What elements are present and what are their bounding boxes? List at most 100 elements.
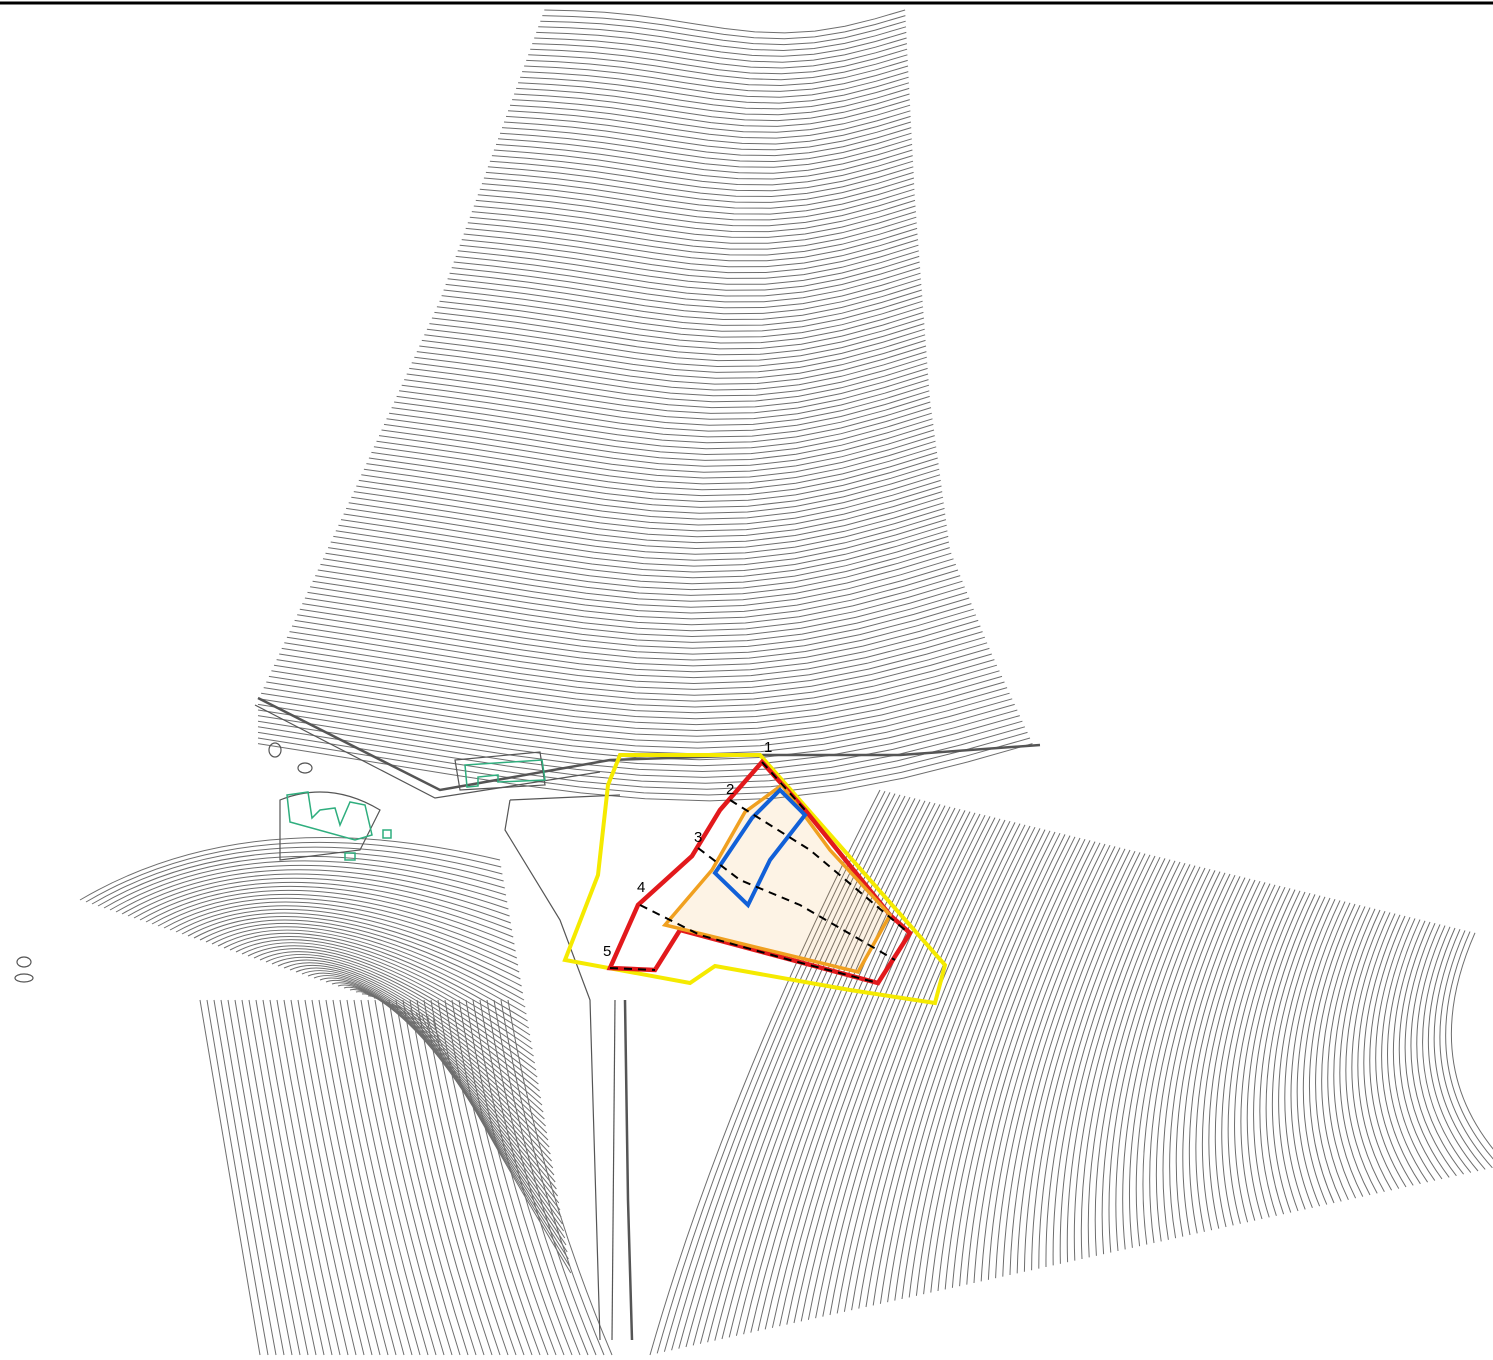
buildings [286, 759, 546, 861]
contour-line [447, 278, 922, 315]
contour-line [257, 715, 1020, 773]
contour-line [429, 323, 925, 362]
contour-line [271, 670, 1000, 726]
contour-line [223, 932, 530, 1029]
contour-line [284, 642, 988, 696]
contour-line [1333, 908, 1376, 1197]
contour-line [534, 37, 907, 63]
contour-line [277, 959, 540, 1092]
contour-line [386, 418, 933, 461]
contour-line [381, 429, 935, 473]
contour-line [1059, 858, 1166, 1264]
contour-line [451, 999, 549, 1356]
contour-line [1023, 852, 1141, 1272]
contour-line [843, 822, 1016, 1312]
contour-line [304, 999, 381, 1356]
contour-line [1195, 882, 1266, 1232]
contour-line [1031, 853, 1146, 1271]
contour-line [1357, 913, 1396, 1191]
contour-line [1309, 903, 1356, 1204]
contour-line [1327, 907, 1371, 1199]
contour-line [383, 423, 934, 467]
contour-line [1101, 865, 1196, 1255]
contour-line [524, 65, 909, 92]
contour-line [1450, 932, 1493, 1150]
contour-line [1155, 874, 1236, 1242]
contour-line [396, 395, 930, 438]
contour-line [505, 115, 911, 145]
contour-line [1265, 895, 1321, 1215]
contour-line [346, 999, 429, 1356]
contour-line [786, 812, 976, 1325]
contour-line [1410, 924, 1457, 1177]
contour-line [836, 820, 1011, 1314]
contour-line [423, 999, 517, 1356]
contour-line [121, 869, 509, 915]
contour-line [151, 889, 515, 945]
contour-line [829, 819, 1006, 1316]
contour-line [443, 289, 922, 326]
contour-line [518, 82, 910, 110]
contour-line [757, 807, 956, 1332]
contour-line [241, 999, 309, 1356]
contour-line [431, 317, 925, 356]
contour-line [865, 825, 1031, 1308]
contour-line [271, 956, 539, 1085]
contour-line [409, 999, 501, 1356]
contour-line [217, 929, 528, 1022]
contour-line [416, 999, 509, 1356]
contour-line [1433, 928, 1486, 1170]
contour-line [1128, 870, 1216, 1248]
contour-line [374, 999, 461, 1356]
contour-line [815, 817, 996, 1319]
contour-line [522, 71, 909, 98]
contour-line [424, 334, 926, 373]
contour-line [479, 999, 581, 1356]
contour-line [421, 339, 926, 379]
contour-line [415, 1011, 568, 1253]
contour-line [133, 877, 511, 924]
contour-line [175, 905, 520, 973]
contour-line [1038, 854, 1151, 1269]
contour-line [213, 999, 277, 1356]
contour-line [265, 954, 538, 1078]
contour-line [234, 999, 301, 1356]
contour-line [951, 840, 1091, 1288]
contour-line [1201, 883, 1271, 1231]
contour-line [538, 26, 907, 52]
contour-line [1227, 888, 1291, 1224]
contour-line [475, 199, 916, 233]
contour-line [520, 76, 909, 104]
contour-line [367, 999, 453, 1356]
contour-line [489, 160, 914, 192]
contour-line [1427, 927, 1479, 1172]
contour-line [115, 864, 508, 913]
contour-line [307, 972, 546, 1127]
contour-line [330, 541, 950, 591]
contour-line [493, 149, 913, 180]
contour-line [1045, 855, 1156, 1268]
contour-line [351, 496, 944, 544]
contour-line [346, 507, 945, 555]
contour-line [459, 244, 919, 279]
contour-line [750, 806, 951, 1333]
contour-line [1188, 880, 1261, 1234]
contour-line [1094, 864, 1191, 1256]
contour-line [401, 384, 930, 426]
contour-line [735, 804, 941, 1336]
contour-line [973, 843, 1106, 1284]
contour-line [473, 205, 916, 238]
contour-line [536, 31, 907, 57]
contour-line [332, 999, 413, 1356]
contour-line [348, 502, 944, 550]
contour-line [220, 999, 285, 1356]
contour-line [358, 479, 941, 526]
contour-line [360, 999, 445, 1356]
contour-line [317, 569, 959, 620]
contour-line [311, 999, 389, 1356]
contour-line [528, 54, 908, 81]
contour-line [901, 831, 1056, 1300]
section-label: 4 [637, 879, 645, 896]
contour-line [707, 799, 921, 1343]
contour-line [1122, 868, 1211, 1250]
